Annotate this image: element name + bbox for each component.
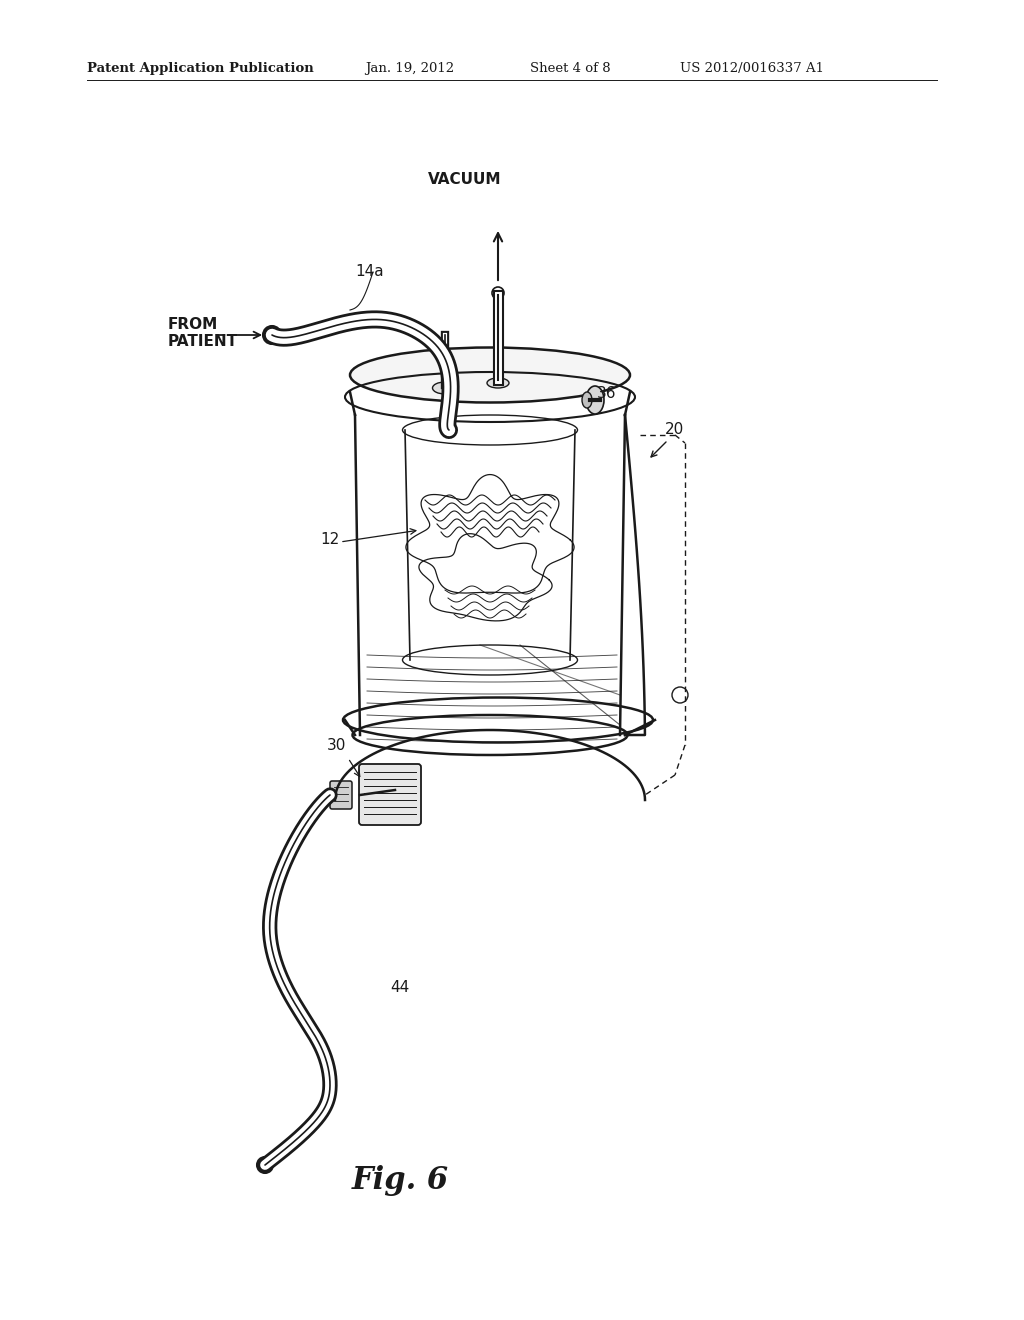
FancyBboxPatch shape — [359, 764, 421, 825]
Circle shape — [492, 286, 504, 300]
Text: US 2012/0016337 A1: US 2012/0016337 A1 — [680, 62, 824, 75]
Text: 20: 20 — [665, 422, 684, 437]
Text: Sheet 4 of 8: Sheet 4 of 8 — [530, 62, 610, 75]
Ellipse shape — [350, 347, 630, 403]
Text: VACUUM: VACUUM — [428, 172, 502, 187]
FancyBboxPatch shape — [330, 781, 352, 809]
Circle shape — [261, 1162, 268, 1168]
Text: 12: 12 — [319, 532, 339, 548]
Ellipse shape — [432, 381, 458, 393]
Text: Jan. 19, 2012: Jan. 19, 2012 — [365, 62, 454, 75]
Text: Fig. 6: Fig. 6 — [351, 1166, 449, 1196]
Ellipse shape — [586, 385, 604, 414]
Circle shape — [263, 326, 281, 345]
Text: Patent Application Publication: Patent Application Publication — [87, 62, 313, 75]
Text: FROM
PATIENT: FROM PATIENT — [168, 317, 239, 350]
Text: 30: 30 — [327, 738, 346, 752]
Ellipse shape — [487, 378, 509, 388]
Ellipse shape — [582, 392, 592, 408]
Text: 14a: 14a — [355, 264, 384, 280]
Text: 36: 36 — [597, 387, 616, 401]
Circle shape — [257, 1158, 273, 1173]
Text: 44: 44 — [390, 979, 410, 995]
Circle shape — [268, 331, 276, 339]
Circle shape — [672, 686, 688, 704]
